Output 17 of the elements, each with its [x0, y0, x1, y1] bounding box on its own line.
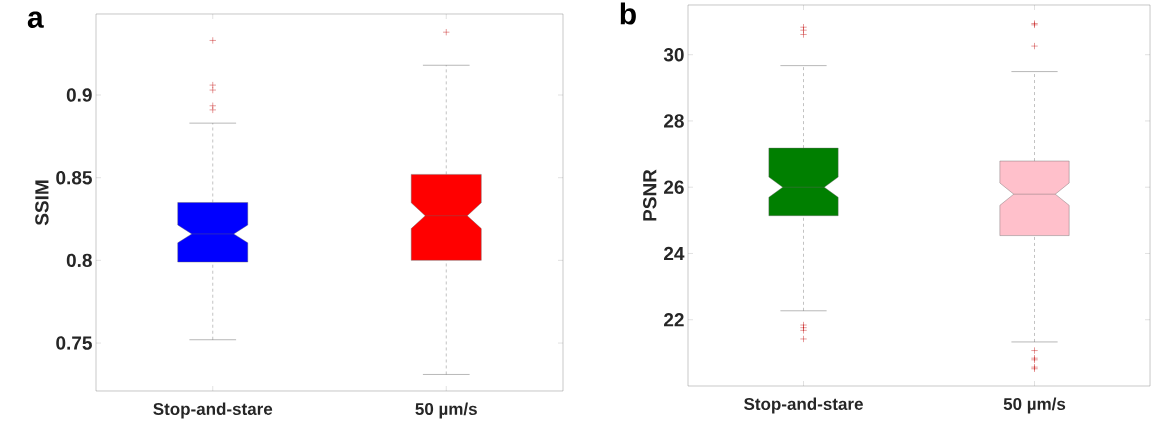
y-tick-label: 22	[664, 313, 684, 327]
chart-title: b	[620, 2, 636, 25]
x-tick-label: 50 µm/s	[415, 402, 477, 419]
x-tick-label: 50 µm/s	[1003, 397, 1066, 414]
y-axis-title: PSNR	[643, 169, 657, 221]
y-tick-label: 0.85	[56, 170, 92, 185]
y-tick-label: 24	[664, 246, 685, 261]
y-tick-label: 28	[664, 114, 684, 128]
y-tick-label: 30	[663, 47, 684, 62]
y-tick-label: 0.8	[66, 253, 92, 268]
y-axis-title: SSIM	[35, 180, 49, 226]
y-tick-label: 0.9	[66, 88, 92, 102]
x-tick-label: Stop-and-stare	[744, 397, 863, 414]
y-tick-label: 26	[664, 180, 684, 194]
x-tick-label: Stop-and-stare	[153, 402, 273, 419]
y-tick-label: 0.75	[56, 336, 92, 350]
chart-title: a	[27, 11, 44, 28]
